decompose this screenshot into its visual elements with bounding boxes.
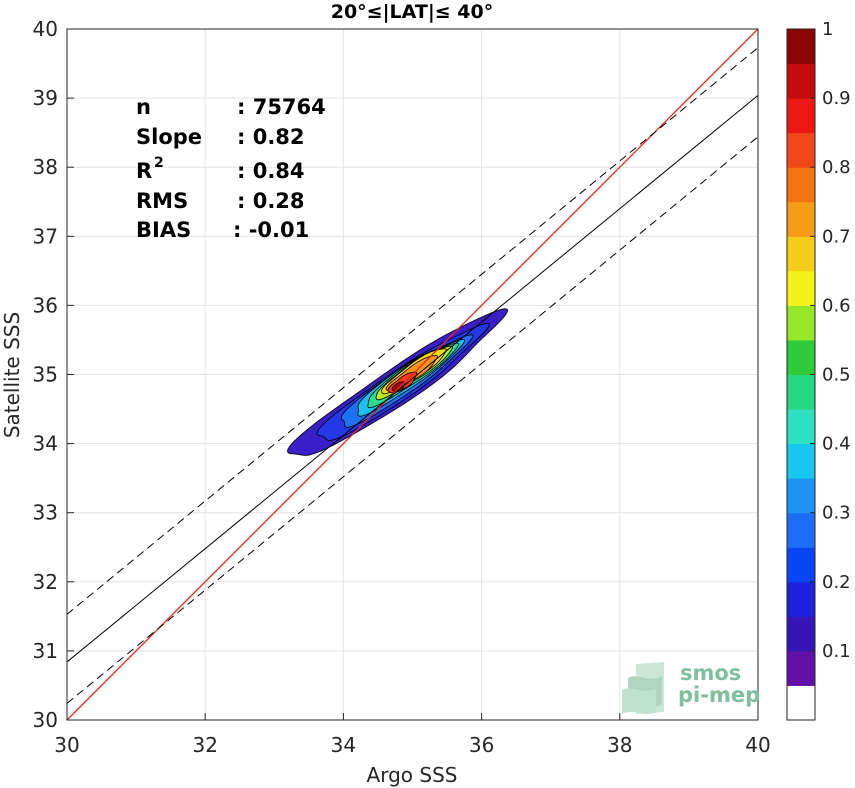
stat-slope-label: Slope [136,125,202,149]
colorbar-tick-label: 0.7 [822,226,851,247]
x-tick-label: 36 [469,733,494,757]
colorbar-segment [787,685,815,721]
stat-r2-label: R [136,159,152,183]
colorbar-segment [787,29,815,65]
colorbar-segment [787,339,815,375]
colorbar-tick-label: 0.3 [822,503,851,524]
y-tick-label: 38 [33,155,58,179]
x-tick-label: 34 [331,733,356,757]
colorbar-segment [787,305,815,341]
y-tick-label: 35 [33,363,58,387]
colorbar-segment [787,478,815,514]
y-tick-label: 34 [33,432,58,456]
contour-level [391,381,406,393]
y-tick-label: 32 [33,570,58,594]
stat-n-label: n [136,95,151,119]
colorbar-tick-label: 1 [822,19,833,40]
stat-r2-value: : 0.84 [237,159,305,183]
colorbar-tick-label: 0.6 [822,295,851,316]
x-tick-label: 40 [745,733,770,757]
colorbar-segment [787,63,815,99]
colorbar-segment [787,201,815,237]
stat-bias-label: BIAS [136,218,191,242]
y-tick-label: 36 [33,293,58,317]
stats-block: n : 75764 Slope : 0.82 R 2 : 0.84 RMS : … [136,95,326,242]
x-axis-label: Argo SSS [367,763,458,787]
colorbar-tick-label: 0.5 [822,365,851,386]
identity-line [67,29,758,720]
y-tick-label: 33 [33,501,58,525]
colorbar-segment [787,132,815,168]
colorbar-segment [787,236,815,272]
chart-title: 20°≤|LAT|≤ 40° [331,1,494,23]
colorbar-tick-label: 0.4 [822,434,851,455]
y-tick-label: 37 [33,224,58,248]
y-axis-label: Satellite SSS [0,312,24,438]
colorbar-segment [787,409,815,445]
y-tick-label: 31 [33,639,58,663]
regression-line [67,94,758,663]
stat-r2-sup: 2 [154,155,164,171]
colorbar-segment [787,167,815,203]
colorbar-tick-label: 0.8 [822,157,851,178]
colorbar-segment [787,98,815,134]
stat-n-value: : 75764 [237,95,326,119]
colorbar-ticks: 0.1 0.2 0.3 0.4 0.5 0.6 0.7 0.8 0.9 1 [810,19,851,662]
colorbar-segment [787,270,815,306]
colorbar-segment [787,581,815,617]
colorbar-tick-label: 0.1 [822,641,851,662]
colorbar-segment [787,443,815,479]
y-tick-label: 40 [33,17,58,41]
y-tick-label: 30 [33,708,58,732]
smos-pimep-logo: smos pi-mep [622,661,760,714]
colorbar-segment [787,650,815,686]
colorbar-tick-label: 0.2 [822,572,851,593]
colorbar [787,29,815,721]
colorbar-segment [787,547,815,583]
stat-rms-value: : 0.28 [237,189,305,213]
colorbar-segment [787,512,815,548]
stat-bias-value: : -0.01 [233,218,309,242]
x-tick-label: 32 [192,733,217,757]
y-axis-ticks: 30 31 32 33 34 35 36 37 38 39 40 [33,17,74,732]
y-tick-label: 39 [33,86,58,110]
colorbar-segment [787,374,815,410]
colorbar-tick-label: 0.9 [822,88,851,109]
grid-lines [66,28,759,721]
logo-text-line2: pi-mep [678,683,760,707]
x-axis-ticks: 30 32 34 36 38 40 [54,713,771,757]
upper-dashed-line [67,47,758,615]
colorbar-segment [787,616,815,652]
reference-lines [67,29,758,720]
lower-dashed-line [67,136,758,704]
stat-slope-value: : 0.82 [237,125,305,149]
stat-rms-label: RMS [136,189,188,213]
x-tick-label: 30 [54,733,79,757]
logo-text-line1: smos [680,661,741,685]
x-tick-label: 38 [607,733,632,757]
